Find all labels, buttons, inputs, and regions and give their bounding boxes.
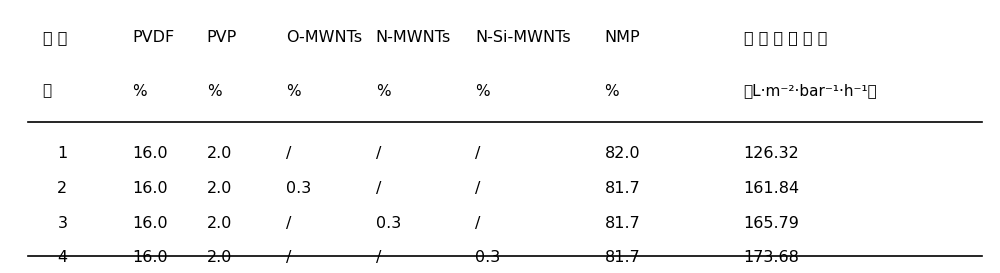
Text: 2: 2 [57,181,67,196]
Text: 16.0: 16.0 [132,250,168,265]
Text: /: / [376,250,381,265]
Text: N-Si-MWNTs: N-Si-MWNTs [475,30,571,45]
Text: %: % [604,84,619,99]
Text: 81.7: 81.7 [604,181,640,196]
Text: 81.7: 81.7 [604,250,640,265]
Text: （L·m⁻²·bar⁻¹·h⁻¹）: （L·m⁻²·bar⁻¹·h⁻¹） [744,84,877,99]
Text: %: % [207,84,221,99]
Text: 16.0: 16.0 [132,181,168,196]
Text: 16.0: 16.0 [132,146,168,161]
Text: 3: 3 [57,216,67,231]
Text: /: / [286,216,292,231]
Text: %: % [376,84,390,99]
Text: 82.0: 82.0 [604,146,640,161]
Text: 2.0: 2.0 [207,181,232,196]
Text: 实 施: 实 施 [43,30,67,45]
Text: %: % [132,84,147,99]
Text: 126.32: 126.32 [744,146,799,161]
Text: O-MWNTs: O-MWNTs [286,30,362,45]
Text: %: % [286,84,301,99]
Text: /: / [475,216,481,231]
Text: 161.84: 161.84 [744,181,800,196]
Text: 0.3: 0.3 [286,181,311,196]
Text: 0.3: 0.3 [376,216,401,231]
Text: 0.3: 0.3 [475,250,500,265]
Text: 81.7: 81.7 [604,216,640,231]
Text: 4: 4 [57,250,67,265]
Text: PVDF: PVDF [132,30,174,45]
Text: /: / [475,181,481,196]
Text: PVP: PVP [207,30,237,45]
Text: /: / [475,146,481,161]
Text: 173.68: 173.68 [744,250,800,265]
Text: 1: 1 [57,146,67,161]
Text: NMP: NMP [604,30,640,45]
Text: 2.0: 2.0 [207,146,232,161]
Text: /: / [286,146,292,161]
Text: 16.0: 16.0 [132,216,168,231]
Text: 纯 水 渗 透 通 量: 纯 水 渗 透 通 量 [744,30,827,45]
Text: 165.79: 165.79 [744,216,800,231]
Text: 例: 例 [43,84,52,99]
Text: %: % [475,84,490,99]
Text: 2.0: 2.0 [207,250,232,265]
Text: /: / [376,146,381,161]
Text: N-MWNTs: N-MWNTs [376,30,451,45]
Text: 2.0: 2.0 [207,216,232,231]
Text: /: / [286,250,292,265]
Text: /: / [376,181,381,196]
